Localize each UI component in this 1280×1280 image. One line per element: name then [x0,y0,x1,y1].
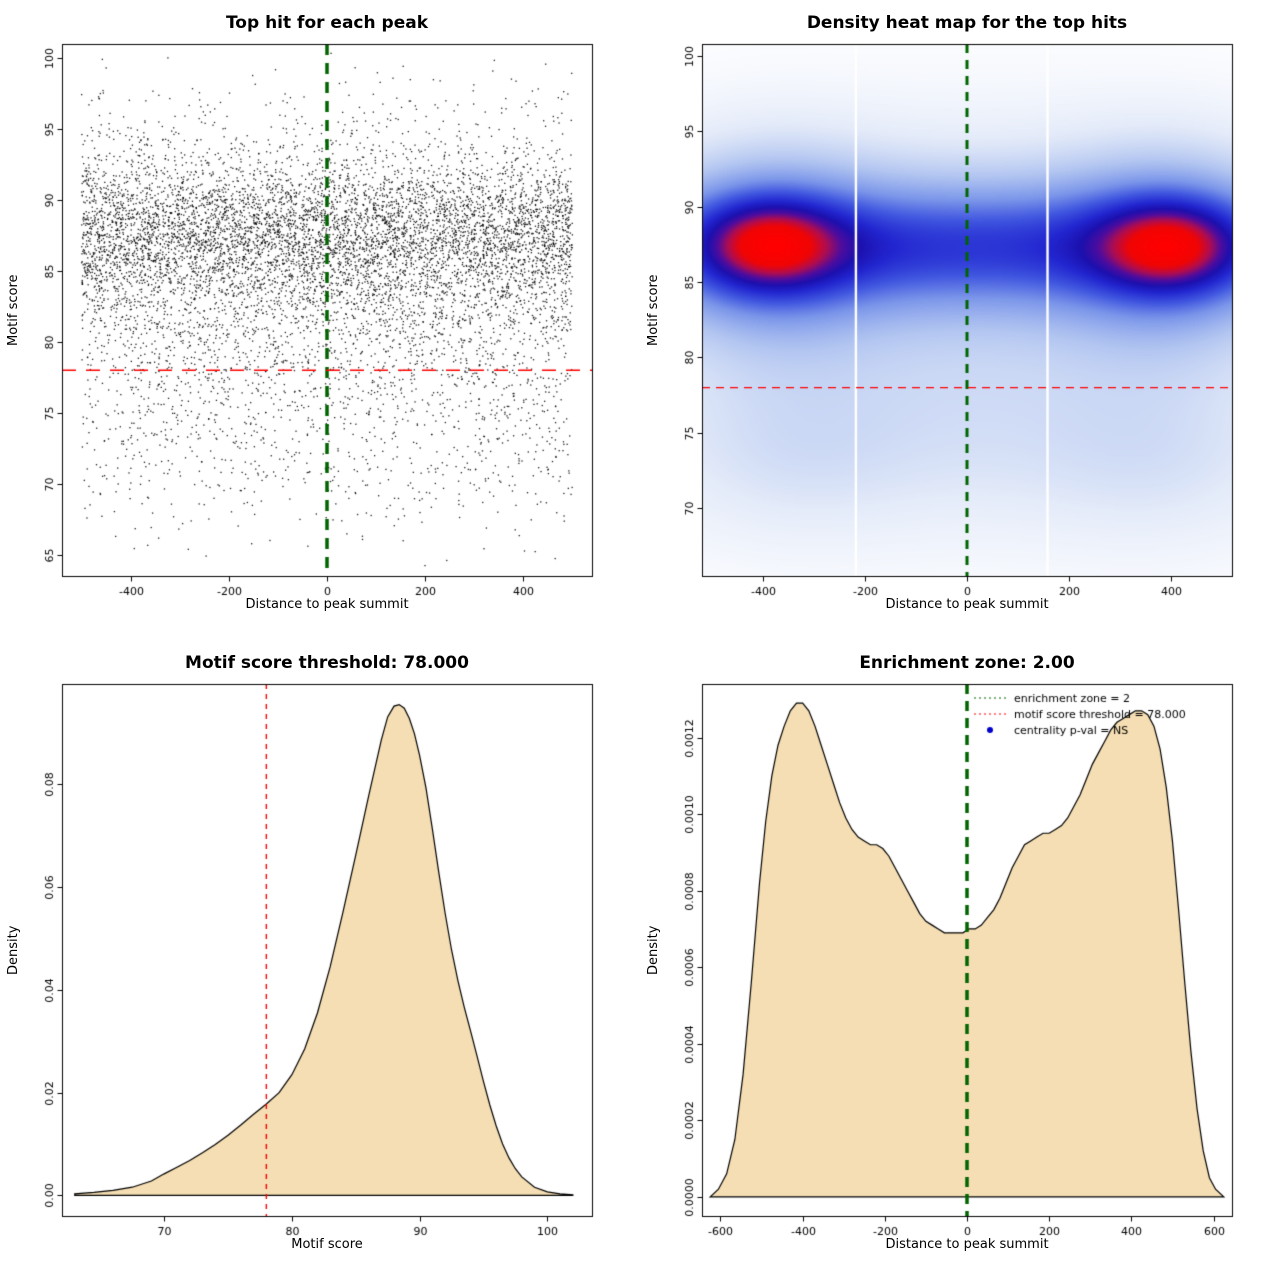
scatter-plot-canvas [0,0,640,640]
enrichment-zone-xaxis-label: Distance to peak summit [885,1237,1049,1252]
heatmap-xaxis-label: Distance to peak summit [885,597,1049,612]
enrichment-zone-yaxis-label: Density [646,925,661,975]
scatter-plot-title: Top hit for each peak [225,13,429,33]
panel-density-heatmap: Density heat map for the top hits Distan… [640,0,1280,640]
score-density-title: Motif score threshold: 78.000 [185,653,469,673]
panel-enrichment-zone-density: Enrichment zone: 2.00 Distance to peak s… [640,640,1280,1280]
score-density-xaxis-label: Motif score [291,1237,363,1252]
heatmap-title: Density heat map for the top hits [806,13,1128,33]
distance-density-canvas [640,640,1280,1280]
heatmap-yaxis-label: Motif score [646,274,661,346]
scatter-xaxis-label: Distance to peak summit [245,597,409,612]
enrichment-zone-title: Enrichment zone: 2.00 [859,653,1075,673]
heatmap-canvas [640,0,1280,640]
scatter-yaxis-label: Motif score [6,274,21,346]
score-density-yaxis-label: Density [6,925,21,975]
score-density-canvas [0,640,640,1280]
panel-top-hit-scatter: Top hit for each peak Distance to peak s… [0,0,640,640]
panel-motif-score-density: Motif score threshold: 78.000 Motif scor… [0,640,640,1280]
